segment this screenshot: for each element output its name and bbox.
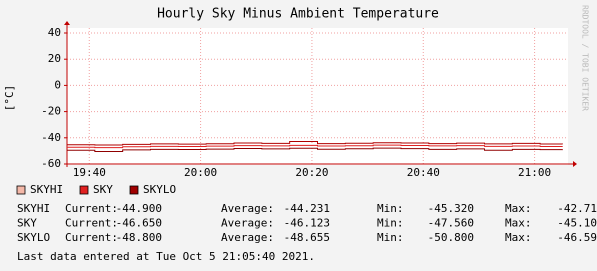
- y-axis-label: [°C]: [3, 85, 16, 112]
- y-tick-label: -20: [41, 105, 61, 118]
- y-tick-label: 20: [48, 52, 61, 65]
- stat-label: Average:: [221, 231, 274, 244]
- x-tick-label: 20:20: [295, 166, 328, 179]
- legend-label: SKYLO: [143, 183, 176, 196]
- stat-value: -46.123: [284, 217, 330, 230]
- stat-label: Max:: [505, 231, 532, 244]
- stat-label: Current:: [65, 217, 118, 230]
- series-line: [67, 144, 563, 149]
- stat-label: Current:: [65, 202, 118, 215]
- x-axis-arrow: [573, 161, 577, 167]
- stat-value: -44.900: [116, 202, 162, 215]
- stat-value: -46.650: [116, 217, 162, 230]
- stat-value: -50.800: [428, 231, 474, 244]
- stat-value: -45.320: [428, 202, 474, 215]
- footer: Last data entered at Tue Oct 5 21:05:40 …: [17, 250, 315, 263]
- y-axis-arrow: [64, 21, 70, 25]
- x-tick-label: 21:00: [518, 166, 551, 179]
- stat-name: SKY: [17, 217, 37, 230]
- stat-value: -42.71: [557, 202, 597, 215]
- x-tick-label: 19:40: [73, 166, 106, 179]
- legend-label: SKY: [93, 183, 113, 196]
- stat-value: -45.10: [557, 217, 597, 230]
- stat-value: -48.800: [116, 231, 162, 244]
- watermark: RRDTOOL / TOBI OETIKER: [581, 5, 590, 111]
- stat-name: SKYHI: [17, 202, 50, 215]
- legend-swatch: [129, 185, 139, 195]
- stat-value: -44.231: [284, 202, 330, 215]
- stat-label: Max:: [505, 202, 532, 215]
- x-tick-label: 20:40: [407, 166, 440, 179]
- legend-swatch: [16, 185, 26, 195]
- stat-label: Max:: [505, 217, 532, 230]
- y-tick-label: 40: [48, 26, 61, 39]
- stat-label: Min:: [377, 217, 404, 230]
- y-tick-label: -40: [41, 131, 61, 144]
- y-tick-label: -60: [41, 157, 61, 170]
- legend-label: SKYHI: [30, 183, 63, 196]
- stat-label: Current:: [65, 231, 118, 244]
- y-tick-label: 0: [54, 78, 61, 91]
- stat-label: Min:: [377, 202, 404, 215]
- stat-label: Average:: [221, 217, 274, 230]
- stat-value: -48.655: [284, 231, 330, 244]
- stat-name: SKYLO: [17, 231, 50, 244]
- chart-title: Hourly Sky Minus Ambient Temperature: [157, 7, 439, 22]
- stat-value: -47.560: [428, 217, 474, 230]
- stat-value: -46.59: [557, 231, 597, 244]
- stat-label: Min:: [377, 231, 404, 244]
- series-line: [67, 140, 563, 146]
- series-line: [67, 147, 563, 153]
- stat-label: Average:: [221, 202, 274, 215]
- x-tick-label: 20:00: [184, 166, 217, 179]
- legend-swatch: [79, 185, 89, 195]
